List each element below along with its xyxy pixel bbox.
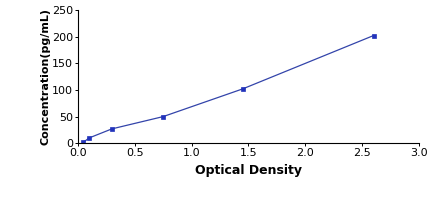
Y-axis label: Concentration(pg/mL): Concentration(pg/mL) [40, 8, 51, 145]
X-axis label: Optical Density: Optical Density [195, 164, 302, 177]
